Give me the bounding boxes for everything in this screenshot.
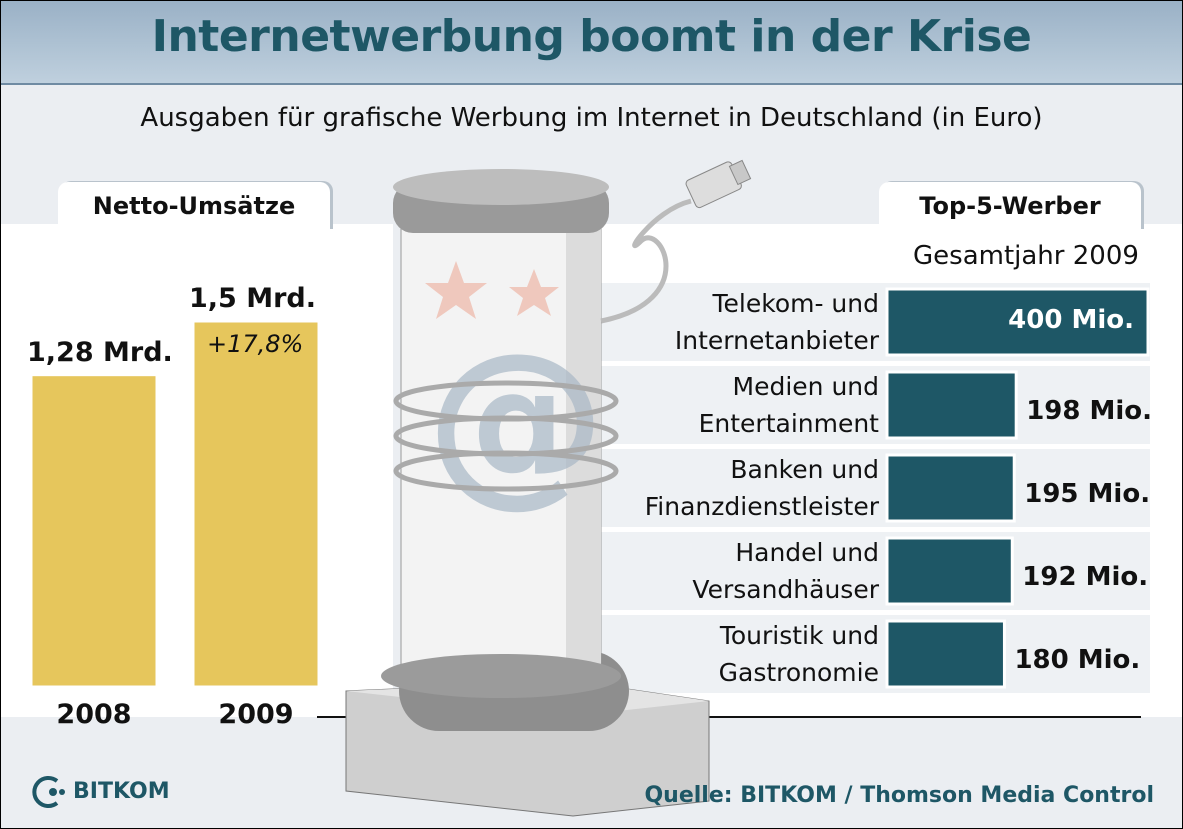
category-label: Medien und Entertainment [699,368,879,442]
advertiser-bar [885,536,1014,606]
category-label-line: Finanzdienstleister [644,492,879,521]
revenue-bar [29,373,159,689]
category-band [595,532,1150,610]
bar-value-label: 400 Mio. [1008,305,1134,335]
star-icon [425,261,487,319]
category-label-line: Gastronomie [718,658,879,687]
ethernet-plug-icon [685,159,752,209]
category-label: Telekom- und Internetanbieter [675,285,879,359]
right-bar-group [885,287,1150,689]
advertiser-bar [885,453,1016,523]
advertising-pillar-illustration: @ [345,159,752,817]
bitkom-logo: BITKOM [31,773,170,809]
bar-value-label: 195 Mio. [1024,479,1151,509]
category-label-line: Telekom- und [712,289,880,318]
right-section-tab: Top-5-Werber [879,182,1141,230]
bar-value-label: 1,5 Mrd. [189,283,316,314]
pillar-ring [381,654,621,698]
logo-text: BITKOM [73,778,170,804]
growth-label: +17,8% [207,330,304,358]
category-band [595,366,1150,444]
year-tick-label: 2009 [218,699,294,730]
star-icon [509,269,559,316]
category-label: Banken und Finanzdienstleister [645,451,879,525]
left-section-tab: Netto-Umsätze [58,182,330,230]
right-section-tab-label: Top-5-Werber [919,192,1101,220]
category-label-line: Versandhäuser [692,575,879,604]
page-title: Internetwerbung boomt in der Krise [151,11,1032,62]
year-tick-label: 2008 [56,699,132,730]
advertiser-bar [885,287,1150,357]
left-section-tab-label: Netto-Umsätze [92,192,296,220]
category-label: Touristik und Gastronomie [719,617,879,691]
network-cable [600,198,692,324]
category-label: Handel und Versandhäuser [692,534,879,608]
source-note: Quelle: BITKOM / Thomson Media Control [644,783,1154,808]
category-label-line: Handel und [735,538,879,567]
bar-value-label: 1,28 Mrd. [27,336,173,368]
pillar-cap-top [393,169,609,205]
bitkom-logo-icon [32,776,65,808]
category-label-line: Banken und [730,455,879,484]
title-banner: Internetwerbung boomt in der Krise [1,1,1182,85]
subtitle: Ausgaben für grafische Werbung im Intern… [140,103,1043,133]
category-label-line: Touristik und [719,621,879,650]
revenue-bar [191,319,321,689]
period-label: Gesamtjahr 2009 [913,241,1139,271]
cable-coil [393,450,619,492]
category-band [595,615,1150,693]
category-label-line: Medien und [732,372,880,401]
bar-value-label: 180 Mio. [1014,645,1141,675]
advertiser-bar [885,370,1018,440]
bar-value-label: 198 Mio. [1026,396,1153,426]
category-label-line: Entertainment [698,409,879,438]
advertiser-bar [885,619,1006,689]
category-label-line: Internetanbieter [674,326,879,355]
category-band [595,449,1150,527]
left-bar-group [29,319,321,689]
bar-value-label: 192 Mio. [1022,562,1149,592]
